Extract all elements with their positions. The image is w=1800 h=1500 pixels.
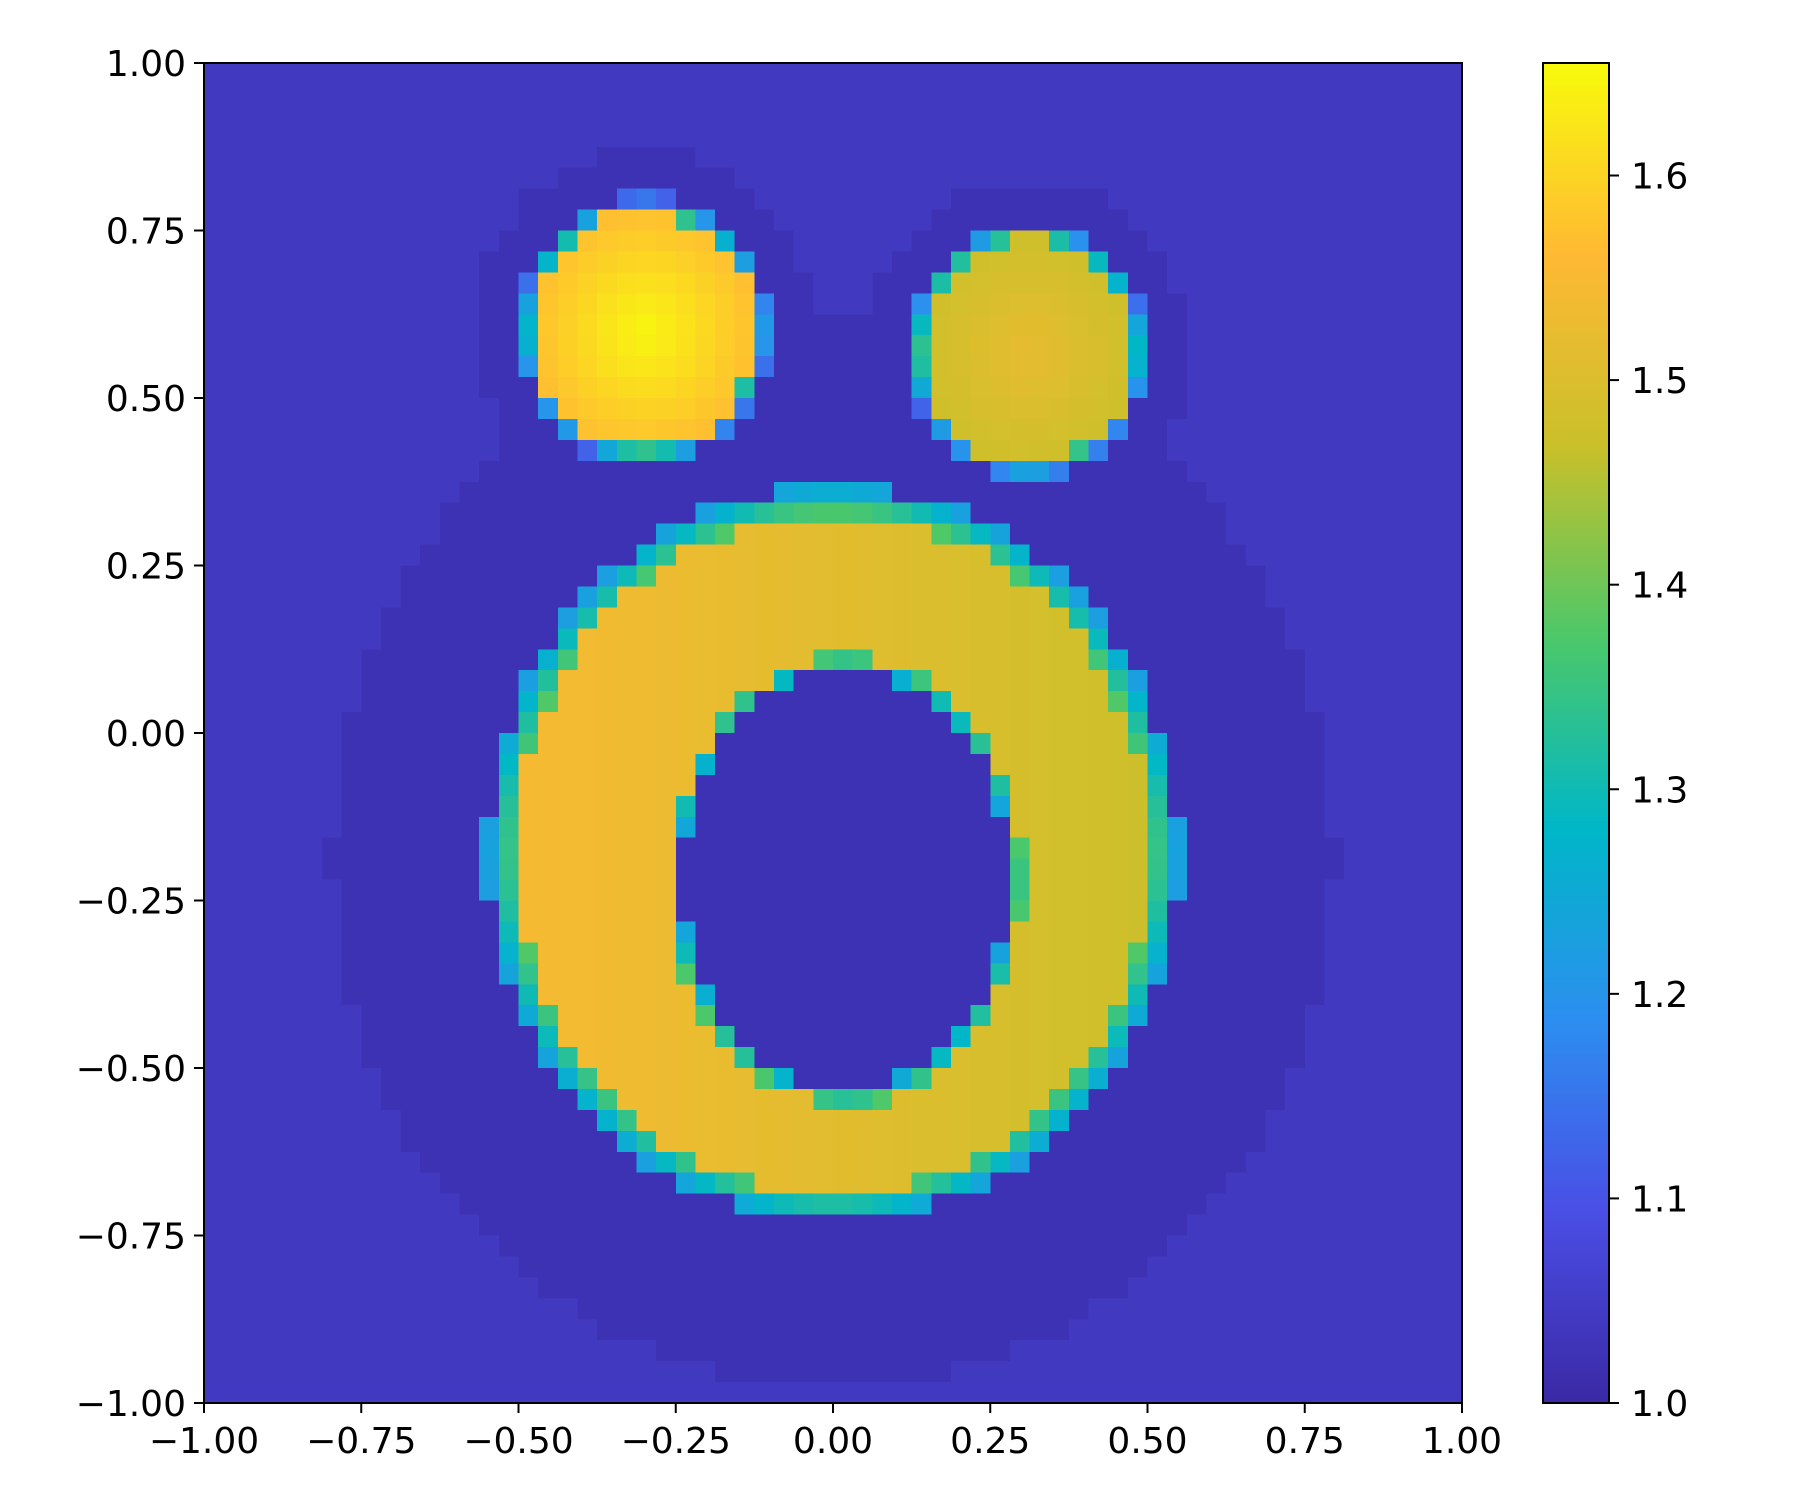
y-tick-label: −0.75 [76, 1217, 186, 1258]
colorbar-tick-label: 1.0 [1631, 1384, 1688, 1425]
y-axis-ticks: 1.00 0.75 0.50 0.25 0.00 −0.25 −0.50 −0.75 −1.00 [76, 44, 204, 1425]
y-tick-label: 0.75 [106, 212, 186, 253]
x-tick-label: −0.50 [463, 1421, 573, 1462]
y-tick-label: 0.25 [106, 547, 186, 588]
plot-frame [203, 62, 1463, 1404]
heatmap-image [204, 63, 1462, 1403]
colorbar-tick-label: 1.2 [1631, 975, 1688, 1016]
x-tick-label: 0.25 [950, 1421, 1030, 1462]
colorbar-frame [1542, 62, 1610, 1404]
x-tick-label: 0.75 [1265, 1421, 1345, 1462]
x-tick-label: 0.50 [1107, 1421, 1187, 1462]
colorbar-tick-label: 1.4 [1631, 566, 1688, 607]
y-tick-label: 0.00 [106, 714, 186, 755]
y-tick-label: −0.25 [76, 882, 186, 923]
colorbar-tick-label: 1.5 [1631, 361, 1688, 402]
colorbar-tick-label: 1.6 [1631, 157, 1688, 198]
colorbar-gradient [1543, 63, 1609, 1403]
y-tick-label: 0.50 [106, 379, 186, 420]
x-tick-label: −0.75 [306, 1421, 416, 1462]
x-tick-label: −0.25 [621, 1421, 731, 1462]
colorbar-tick-label: 1.1 [1631, 1179, 1688, 1220]
x-tick-label: 1.00 [1422, 1421, 1502, 1462]
x-tick-label: −1.00 [149, 1421, 259, 1462]
y-tick-label: 1.00 [106, 44, 186, 85]
y-tick-label: −0.50 [76, 1049, 186, 1090]
x-tick-label: 0.00 [793, 1421, 873, 1462]
colorbar-ticks: 1.0 1.1 1.2 1.3 1.4 1.5 1.6 [1609, 157, 1688, 1425]
colorbar-tick-label: 1.3 [1631, 770, 1688, 811]
x-axis-ticks: −1.00 −0.75 −0.50 −0.25 0.00 0.25 0.50 0.75 1.00 [149, 1403, 1502, 1462]
y-tick-label: −1.00 [76, 1384, 186, 1425]
